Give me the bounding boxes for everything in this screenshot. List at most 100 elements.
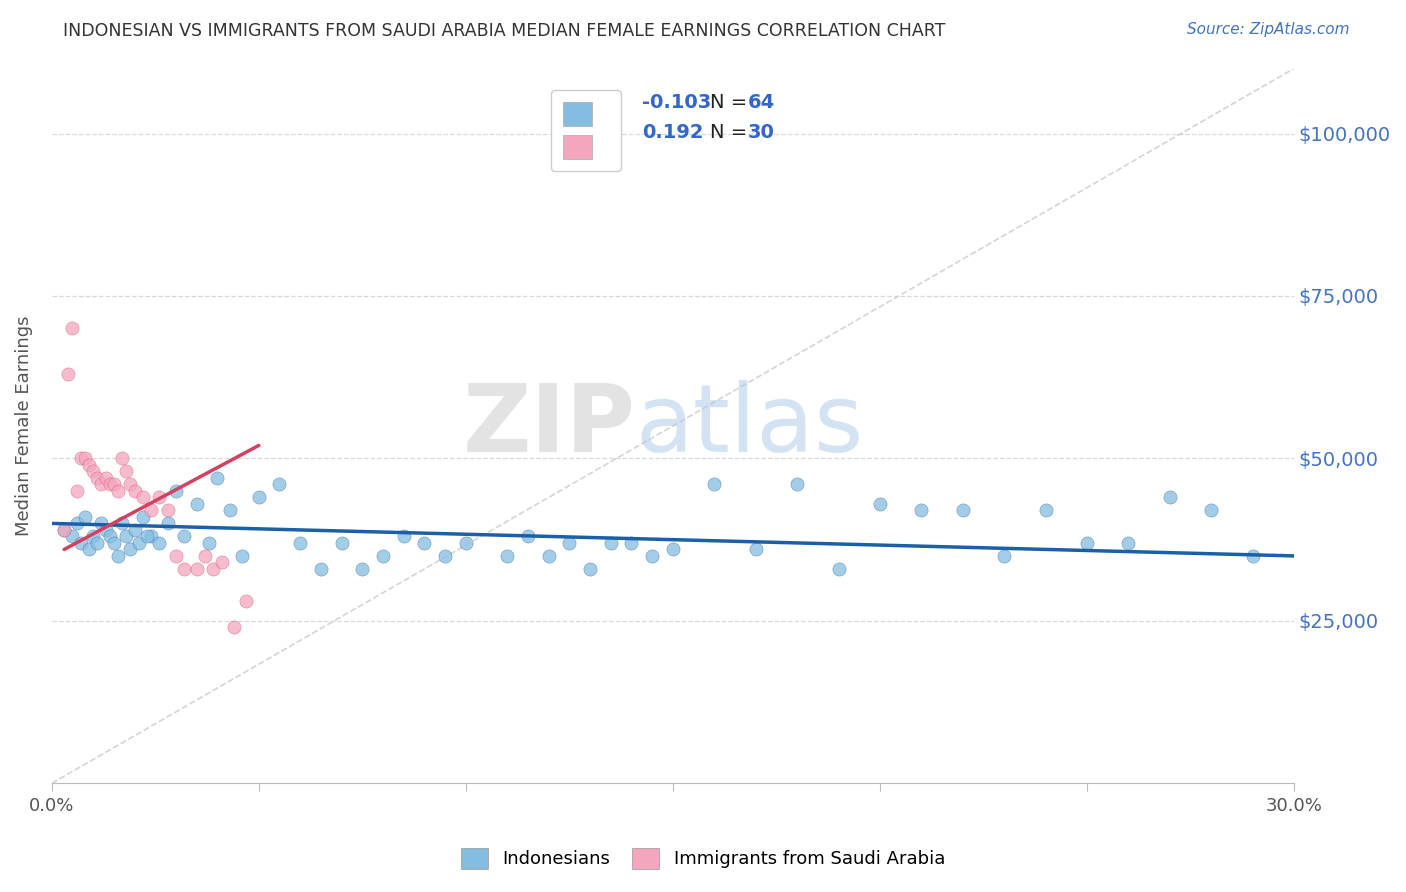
Point xyxy=(139,503,162,517)
Text: Source: ZipAtlas.com: Source: ZipAtlas.com xyxy=(1187,22,1350,37)
Point xyxy=(579,562,602,576)
Point xyxy=(1199,503,1222,517)
Point xyxy=(352,562,374,576)
Point xyxy=(120,542,142,557)
Text: 30: 30 xyxy=(748,123,775,143)
Point xyxy=(198,536,221,550)
Point xyxy=(65,483,87,498)
Point xyxy=(90,516,112,531)
Point xyxy=(128,536,150,550)
Point xyxy=(115,465,138,479)
Point xyxy=(641,549,664,563)
Point xyxy=(98,477,121,491)
Point xyxy=(1118,536,1140,550)
Point xyxy=(309,562,332,576)
Point xyxy=(62,321,84,335)
Point xyxy=(115,529,138,543)
Text: R =: R = xyxy=(586,94,628,112)
Point xyxy=(202,562,225,576)
Point xyxy=(247,491,270,505)
Point xyxy=(599,536,621,550)
Point xyxy=(869,497,891,511)
Point xyxy=(62,529,84,543)
Point xyxy=(86,536,108,550)
Point xyxy=(65,516,87,531)
Point xyxy=(132,491,155,505)
Point xyxy=(107,549,129,563)
Point xyxy=(53,523,76,537)
Point xyxy=(148,491,170,505)
Point xyxy=(77,542,100,557)
Point xyxy=(827,562,849,576)
Text: atlas: atlas xyxy=(636,380,863,472)
Point xyxy=(173,529,195,543)
Point xyxy=(103,477,125,491)
Point xyxy=(558,536,581,550)
Point xyxy=(82,529,104,543)
Point xyxy=(103,536,125,550)
Point xyxy=(98,529,121,543)
Point xyxy=(124,483,146,498)
Legend: Indonesians, Immigrants from Saudi Arabia: Indonesians, Immigrants from Saudi Arabi… xyxy=(454,840,952,876)
Point xyxy=(496,549,519,563)
Point xyxy=(139,529,162,543)
Text: INDONESIAN VS IMMIGRANTS FROM SAUDI ARABIA MEDIAN FEMALE EARNINGS CORRELATION CH: INDONESIAN VS IMMIGRANTS FROM SAUDI ARAB… xyxy=(63,22,946,40)
Point xyxy=(662,542,685,557)
Point xyxy=(454,536,477,550)
Point xyxy=(165,549,187,563)
Text: ZIP: ZIP xyxy=(463,380,636,472)
Text: N =: N = xyxy=(710,94,754,112)
Text: R =: R = xyxy=(586,123,634,143)
Point xyxy=(207,471,229,485)
Text: N =: N = xyxy=(710,123,754,143)
Point xyxy=(910,503,932,517)
Point xyxy=(136,529,159,543)
Point xyxy=(952,503,974,517)
Point xyxy=(516,529,538,543)
Text: -0.103: -0.103 xyxy=(641,94,711,112)
Point xyxy=(537,549,560,563)
Point xyxy=(235,594,257,608)
Point xyxy=(132,510,155,524)
Point xyxy=(94,471,117,485)
Point xyxy=(111,451,134,466)
Point xyxy=(290,536,312,550)
Point xyxy=(73,510,96,524)
Point xyxy=(703,477,725,491)
Point xyxy=(1076,536,1098,550)
Point xyxy=(165,483,187,498)
Point xyxy=(73,451,96,466)
Point xyxy=(111,516,134,531)
Point xyxy=(69,451,91,466)
Point xyxy=(120,477,142,491)
Point xyxy=(993,549,1015,563)
Point xyxy=(82,465,104,479)
Point xyxy=(744,542,766,557)
Y-axis label: Median Female Earnings: Median Female Earnings xyxy=(15,316,32,536)
Point xyxy=(269,477,291,491)
Legend: , : , xyxy=(551,90,621,171)
Point xyxy=(392,529,415,543)
Point xyxy=(148,536,170,550)
Point xyxy=(156,503,179,517)
Point xyxy=(77,458,100,472)
Point xyxy=(330,536,353,550)
Point xyxy=(186,497,208,511)
Point xyxy=(413,536,436,550)
Point xyxy=(786,477,808,491)
Point xyxy=(1035,503,1057,517)
Point xyxy=(94,523,117,537)
Point xyxy=(434,549,457,563)
Point xyxy=(194,549,217,563)
Point xyxy=(222,620,245,634)
Point xyxy=(1159,491,1181,505)
Point xyxy=(231,549,253,563)
Point xyxy=(218,503,240,517)
Point xyxy=(371,549,394,563)
Point xyxy=(156,516,179,531)
Text: 0.192: 0.192 xyxy=(641,123,703,143)
Point xyxy=(186,562,208,576)
Point xyxy=(620,536,643,550)
Text: 64: 64 xyxy=(748,94,775,112)
Point xyxy=(211,556,233,570)
